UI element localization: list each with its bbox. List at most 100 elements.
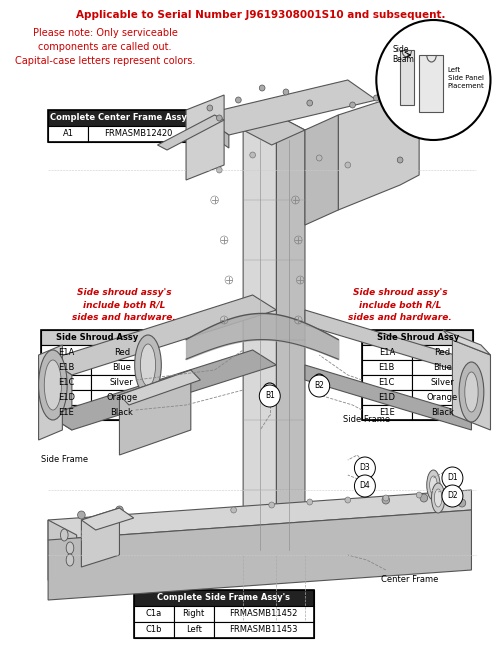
Circle shape — [383, 495, 388, 501]
Circle shape — [345, 497, 350, 503]
Text: Please note: Only serviceable
components are called out.
Capital-case letters re: Please note: Only serviceable components… — [15, 28, 196, 66]
Polygon shape — [48, 510, 472, 600]
Ellipse shape — [140, 344, 156, 386]
Circle shape — [354, 457, 376, 479]
Text: D1: D1 — [447, 473, 458, 483]
Ellipse shape — [465, 372, 478, 412]
Polygon shape — [276, 115, 305, 570]
Text: D4: D4 — [360, 481, 370, 490]
Polygon shape — [200, 80, 376, 135]
Text: Side Shroud Assy: Side Shroud Assy — [376, 333, 459, 342]
Text: Side
Beam: Side Beam — [392, 45, 414, 65]
Ellipse shape — [356, 481, 368, 495]
Circle shape — [350, 102, 356, 108]
Polygon shape — [82, 508, 134, 530]
FancyBboxPatch shape — [88, 126, 188, 142]
FancyBboxPatch shape — [91, 390, 152, 405]
Circle shape — [354, 475, 376, 497]
Ellipse shape — [263, 383, 276, 397]
Polygon shape — [48, 350, 276, 430]
Text: B1: B1 — [265, 392, 274, 400]
Text: Left
Side Panel
Placement: Left Side Panel Placement — [448, 67, 484, 89]
Polygon shape — [243, 115, 305, 145]
Ellipse shape — [459, 362, 484, 422]
Circle shape — [231, 507, 236, 513]
Ellipse shape — [60, 529, 68, 541]
FancyBboxPatch shape — [174, 622, 214, 638]
Circle shape — [420, 494, 428, 502]
Circle shape — [442, 467, 463, 489]
Text: Blue: Blue — [433, 363, 452, 372]
Polygon shape — [305, 365, 472, 430]
Text: Complete Side Frame Assy's: Complete Side Frame Assy's — [157, 594, 290, 603]
Text: E1C: E1C — [58, 378, 74, 387]
FancyBboxPatch shape — [362, 360, 412, 375]
Ellipse shape — [66, 554, 74, 566]
FancyBboxPatch shape — [412, 375, 474, 390]
Polygon shape — [48, 360, 72, 430]
Text: Side shroud assy's
include both R/L
sides and hardware.: Side shroud assy's include both R/L side… — [72, 288, 176, 322]
Ellipse shape — [316, 377, 322, 383]
FancyBboxPatch shape — [362, 375, 412, 390]
Text: Silver: Silver — [430, 378, 454, 387]
FancyBboxPatch shape — [412, 345, 474, 360]
Ellipse shape — [66, 542, 74, 554]
FancyBboxPatch shape — [42, 360, 91, 375]
Text: Silver: Silver — [110, 378, 134, 387]
Polygon shape — [186, 95, 224, 180]
FancyBboxPatch shape — [362, 390, 412, 405]
Ellipse shape — [434, 489, 442, 507]
FancyBboxPatch shape — [134, 622, 173, 638]
Polygon shape — [82, 508, 120, 567]
Text: Applicable to Serial Number J9619308001S10 and subsequent.: Applicable to Serial Number J9619308001S… — [76, 10, 445, 20]
Text: Center Frame: Center Frame — [381, 575, 438, 584]
Polygon shape — [48, 490, 472, 540]
Polygon shape — [443, 330, 490, 355]
FancyBboxPatch shape — [362, 345, 412, 360]
Text: Blue: Blue — [112, 363, 132, 372]
Text: Orange: Orange — [106, 393, 138, 402]
Polygon shape — [200, 115, 229, 148]
Circle shape — [78, 511, 85, 519]
FancyBboxPatch shape — [42, 375, 91, 390]
Text: A1: A1 — [62, 129, 74, 138]
Text: Orange: Orange — [427, 393, 458, 402]
Text: D2: D2 — [447, 492, 458, 500]
Text: E1A: E1A — [58, 348, 74, 357]
Text: C1b: C1b — [146, 626, 162, 635]
Text: Side Frame: Side Frame — [343, 415, 390, 424]
Text: E1D: E1D — [378, 393, 396, 402]
Polygon shape — [400, 50, 414, 105]
Text: D3: D3 — [360, 464, 370, 473]
FancyBboxPatch shape — [412, 390, 474, 405]
Text: C1a: C1a — [146, 609, 162, 618]
Text: E1B: E1B — [58, 363, 74, 372]
Text: E1E: E1E — [379, 408, 394, 417]
FancyBboxPatch shape — [42, 390, 91, 405]
Text: E1D: E1D — [58, 393, 74, 402]
FancyBboxPatch shape — [91, 405, 152, 420]
Polygon shape — [38, 345, 62, 440]
Text: E1A: E1A — [378, 348, 395, 357]
Text: B2: B2 — [314, 381, 324, 390]
FancyBboxPatch shape — [91, 360, 152, 375]
Text: E1E: E1E — [58, 408, 74, 417]
Circle shape — [442, 485, 463, 507]
Ellipse shape — [266, 386, 274, 394]
Circle shape — [345, 162, 350, 168]
Polygon shape — [120, 370, 200, 405]
Circle shape — [216, 167, 222, 173]
Polygon shape — [419, 55, 443, 112]
Circle shape — [207, 105, 212, 111]
Ellipse shape — [356, 461, 368, 475]
FancyBboxPatch shape — [412, 360, 474, 375]
Text: Red: Red — [114, 348, 130, 357]
Circle shape — [250, 152, 256, 158]
Text: Complete Center Frame Assy: Complete Center Frame Assy — [50, 114, 186, 123]
Text: FRMASMB11452: FRMASMB11452 — [230, 609, 298, 618]
Circle shape — [398, 105, 403, 111]
Ellipse shape — [426, 470, 440, 500]
Circle shape — [416, 492, 422, 498]
Text: Black: Black — [431, 408, 454, 417]
Polygon shape — [452, 340, 490, 430]
